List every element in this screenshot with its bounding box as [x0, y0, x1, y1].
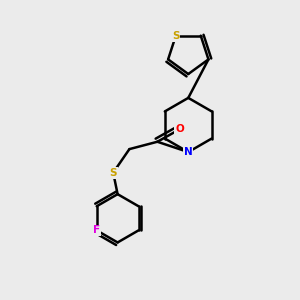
- Text: S: S: [172, 31, 180, 41]
- Text: N: N: [184, 147, 193, 157]
- Text: O: O: [175, 124, 184, 134]
- Text: F: F: [93, 225, 100, 236]
- Text: S: S: [110, 168, 117, 178]
